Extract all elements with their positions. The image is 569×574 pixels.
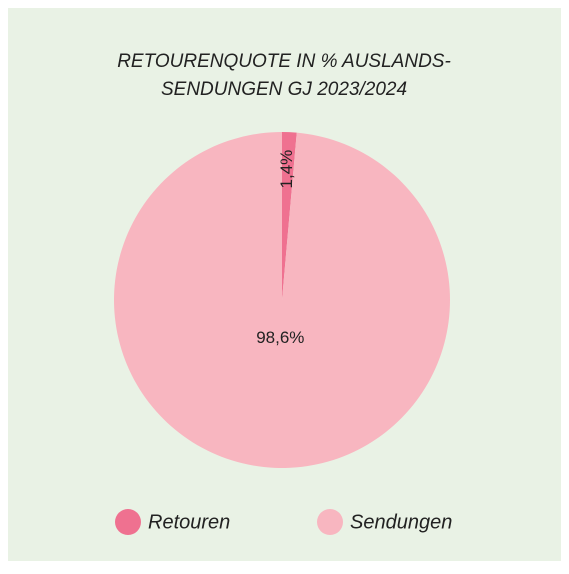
pie-slice [282,132,297,300]
legend-swatch [115,509,141,535]
chart-title: RETOURENQUOTE IN % AUSLANDS- [117,51,451,72]
data-label: 98,6% [256,328,304,347]
data-label: 1,4% [277,150,296,189]
legend-label: Retouren [148,511,230,533]
chart-title: SENDUNGEN GJ 2023/2024 [161,79,407,100]
pie-slice [114,132,451,469]
legend-label: Sendungen [350,511,452,533]
legend-swatch [317,509,343,535]
